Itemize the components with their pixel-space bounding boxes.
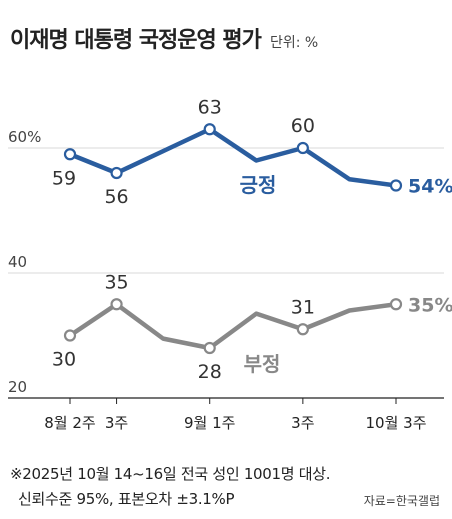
data-point: [110, 166, 123, 180]
data-point: [63, 329, 77, 342]
data-point: [389, 179, 403, 192]
last-value-label: 54%: [408, 176, 452, 198]
series-line: [68, 302, 397, 351]
data-label: 30: [52, 349, 76, 371]
y-tick-label: 40: [8, 253, 27, 271]
series-line: [69, 127, 397, 188]
data-point: [203, 123, 216, 136]
unit-label: 단위: %: [269, 35, 319, 51]
data-point: [203, 341, 216, 355]
survey-margin-note: 신뢰수준 95%, 표본오차 ±3.1%P: [18, 490, 235, 508]
source-label: 자료=한국갤럽: [363, 494, 440, 508]
data-label: 35: [104, 271, 128, 293]
x-tick-label: 8월 2주: [44, 414, 95, 432]
series-name-label: 부정: [244, 352, 281, 376]
y-tick-label: 60%: [8, 128, 41, 146]
data-label: 59: [52, 167, 76, 189]
data-label: 28: [198, 361, 222, 383]
data-label: 60: [291, 115, 315, 137]
data-point: [296, 141, 309, 155]
series-name-label: 긍정: [240, 173, 277, 197]
x-tick-label: 9월 1주: [184, 414, 235, 432]
last-value-label: 35%: [408, 294, 452, 316]
x-tick-label: 3주: [291, 414, 314, 432]
data-label: 31: [291, 296, 315, 318]
x-tick-label: 10월 3주: [366, 414, 427, 432]
line-chart: 60% 40 20 8월 2주 3주 9월 1주 3주 10월 3주 59 56 63 60 54% 긍정…: [8, 96, 452, 432]
data-label: 63: [198, 96, 222, 118]
data-label: 56: [104, 186, 128, 208]
y-tick-label: 20: [8, 378, 27, 396]
chart-title: 이재명 대통령 국정운영 평가: [10, 28, 262, 53]
survey-note: ※2025년 10월 14~16일 전국 성인 1001명 대상.: [10, 465, 331, 483]
x-tick-label: 3주: [105, 414, 128, 432]
data-point: [110, 298, 123, 311]
chart-header: 이재명 대통령 국정운영 평가 단위: %: [10, 22, 318, 54]
data-point: [389, 298, 403, 311]
data-point: [63, 148, 77, 161]
data-point: [296, 323, 309, 336]
